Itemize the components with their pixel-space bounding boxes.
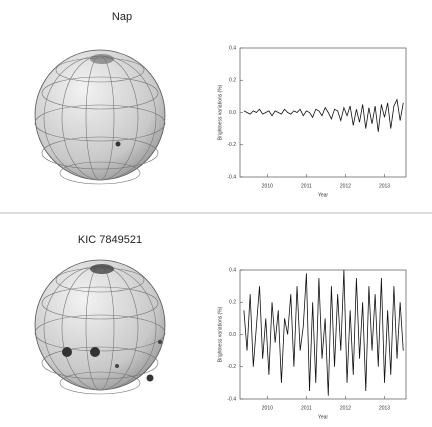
x-tick-label: 2012 bbox=[340, 405, 351, 411]
y-tick-label: -0.4 bbox=[227, 396, 236, 402]
y-tick-label: -0.2 bbox=[227, 142, 236, 148]
x-tick-label: 2013 bbox=[379, 183, 390, 189]
x-tick-label: 2010 bbox=[262, 183, 273, 189]
y-tick-label: 0.4 bbox=[229, 45, 236, 51]
y-tick-label: 0.2 bbox=[229, 300, 236, 306]
y-tick-label: 0.4 bbox=[229, 267, 236, 273]
panel-title: Nap bbox=[112, 11, 132, 23]
plot-frame bbox=[239, 269, 407, 400]
y-tick-label: -0.2 bbox=[227, 364, 236, 370]
y-tick-label: 0.2 bbox=[229, 78, 236, 84]
data-line bbox=[243, 98, 404, 132]
x-axis-label: Year bbox=[318, 192, 328, 198]
x-tick-label: 2013 bbox=[379, 405, 390, 411]
panel-title: KIC 7849521 bbox=[78, 234, 142, 246]
y-axis-label: Brightness variations (%) bbox=[217, 84, 223, 140]
x-tick-label: 2011 bbox=[301, 183, 312, 189]
x-tick-label: 2012 bbox=[340, 183, 351, 189]
star-sphere bbox=[34, 49, 166, 185]
y-tick-label: 0.0 bbox=[229, 332, 236, 338]
y-tick-label: 0.0 bbox=[229, 110, 236, 116]
y-axis-label: Brightness variations (%) bbox=[217, 306, 223, 362]
x-axis-label: Year bbox=[318, 414, 328, 420]
y-tick-label: -0.4 bbox=[227, 174, 236, 180]
x-tick-label: 2011 bbox=[301, 405, 312, 411]
x-tick-label: 2010 bbox=[262, 405, 273, 411]
data-line bbox=[243, 269, 404, 396]
star-sphere bbox=[34, 259, 166, 395]
